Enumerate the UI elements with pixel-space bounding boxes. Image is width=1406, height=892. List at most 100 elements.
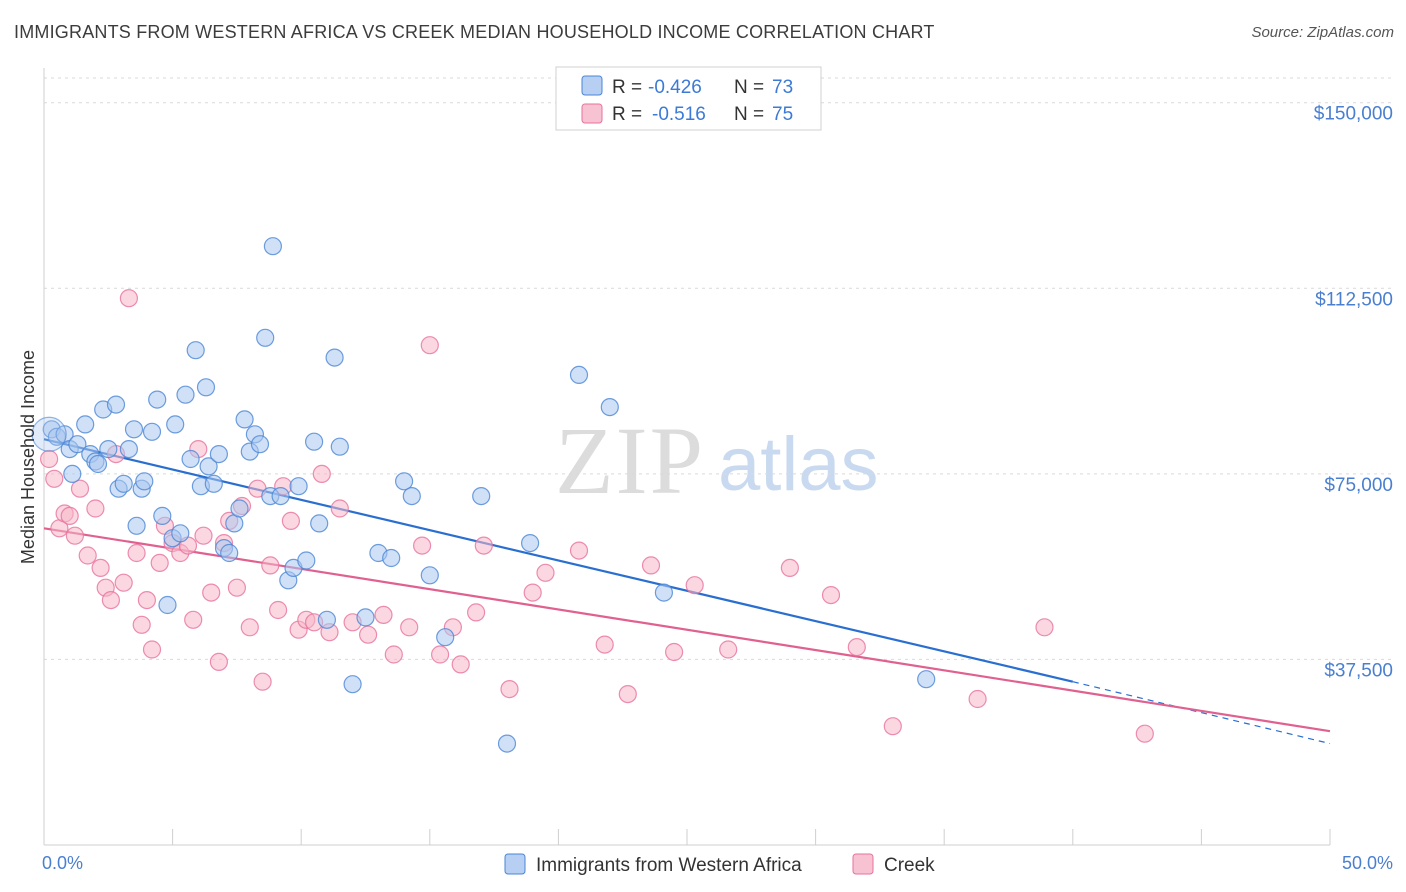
point-western-africa (171, 524, 190, 543)
point-western-africa (176, 385, 195, 404)
point-creek (467, 603, 486, 622)
watermark-atlas: atlas (718, 422, 879, 507)
point-western-africa (250, 435, 270, 454)
point-western-africa (181, 449, 200, 469)
point-western-africa (382, 548, 401, 568)
series-swatch-blue (504, 853, 526, 875)
point-western-africa (31, 416, 67, 452)
watermark-zip: ZIP (555, 407, 705, 514)
point-creek (719, 640, 738, 659)
legend-n-label: N = (734, 104, 764, 125)
point-western-africa (402, 487, 421, 506)
point-western-africa (148, 390, 167, 409)
correlation-legend: R = -0.426 N = 73 R = -0.516 N = 75 (555, 66, 822, 131)
point-western-africa (289, 477, 308, 496)
point-creek (194, 526, 213, 545)
point-western-africa (235, 410, 254, 429)
point-western-africa (127, 516, 146, 535)
point-creek (664, 642, 684, 662)
tick-labels: $37,500 $75,000 $112,500 $150,000 0.0% 50.0% (42, 104, 1393, 873)
point-creek (184, 610, 203, 629)
point-western-africa (142, 422, 162, 441)
point-creek (91, 558, 110, 578)
point-western-africa (230, 499, 249, 518)
point-creek (281, 511, 300, 531)
point-western-africa (63, 464, 82, 483)
point-western-africa (76, 415, 95, 434)
point-creek (227, 578, 246, 597)
point-creek (142, 640, 162, 659)
legend-r-value: -0.516 (652, 104, 706, 125)
point-creek (1135, 724, 1154, 743)
point-creek (883, 717, 902, 736)
point-western-africa (600, 398, 619, 417)
legend-r-label: R = (612, 104, 642, 125)
point-creek (45, 469, 64, 488)
trend-line-western-africa-extension (1072, 681, 1331, 745)
point-western-africa (204, 474, 223, 493)
point-western-africa (654, 583, 674, 602)
chart-source: Source: ZipAtlas.com (1251, 24, 1394, 41)
y-tick-label: $37,500 (1324, 660, 1393, 681)
point-western-africa (395, 472, 414, 491)
point-western-africa (356, 608, 375, 627)
point-creek (86, 499, 105, 518)
legend-r-label: R = (612, 77, 642, 98)
point-creek (569, 541, 589, 560)
y-tick-label: $150,000 (1314, 104, 1393, 125)
point-creek (1035, 618, 1054, 637)
x-tick-label: 0.0% (42, 853, 83, 873)
point-creek (65, 526, 85, 545)
point-western-africa (166, 415, 185, 434)
point-western-africa (310, 514, 329, 533)
point-creek (451, 655, 470, 674)
data-points (31, 237, 1154, 753)
point-creek (101, 590, 121, 610)
point-western-africa (472, 487, 491, 506)
legend-swatch-blue (581, 75, 603, 96)
point-western-africa (271, 487, 290, 506)
point-western-africa (209, 445, 228, 464)
point-creek (359, 625, 378, 644)
point-creek (240, 618, 259, 637)
point-western-africa (220, 543, 239, 563)
point-western-africa (153, 506, 172, 526)
legend-n-value: 75 (772, 104, 793, 125)
point-creek (968, 689, 987, 709)
point-creek (420, 336, 439, 355)
point-creek (474, 536, 493, 555)
point-western-africa (520, 533, 540, 553)
point-western-africa (196, 378, 216, 397)
grid-lines (44, 77, 1395, 660)
point-creek (374, 605, 393, 625)
y-axis-label: Median Household Income (18, 350, 38, 564)
point-creek (60, 506, 79, 526)
legend-r-value: -0.426 (648, 77, 702, 98)
point-western-africa (917, 670, 936, 689)
point-creek (78, 546, 97, 565)
point-creek (536, 563, 555, 582)
series-legend: Immigrants from Western Africa Creek (504, 853, 935, 876)
point-creek (500, 679, 519, 699)
point-western-africa (325, 348, 344, 367)
chart-title: IMMIGRANTS FROM WESTERN AFRICA VS CREEK … (14, 22, 935, 42)
point-western-africa (436, 628, 455, 647)
point-western-africa (343, 675, 362, 694)
point-creek (114, 573, 133, 592)
point-creek (132, 615, 151, 634)
point-creek (685, 576, 704, 595)
point-creek (384, 645, 403, 664)
point-creek (269, 600, 288, 620)
point-creek (523, 583, 542, 602)
legend-n-value: 73 (772, 77, 793, 98)
point-creek (137, 590, 156, 610)
point-creek (70, 479, 90, 498)
series-label-western-africa: Immigrants from Western Africa (536, 855, 802, 876)
point-western-africa (135, 472, 154, 491)
series-label-creek: Creek (884, 855, 935, 876)
point-western-africa (497, 734, 517, 753)
watermark: ZIP atlas (555, 407, 879, 514)
point-western-africa (199, 457, 218, 476)
x-tick-label: 50.0% (1342, 853, 1393, 873)
